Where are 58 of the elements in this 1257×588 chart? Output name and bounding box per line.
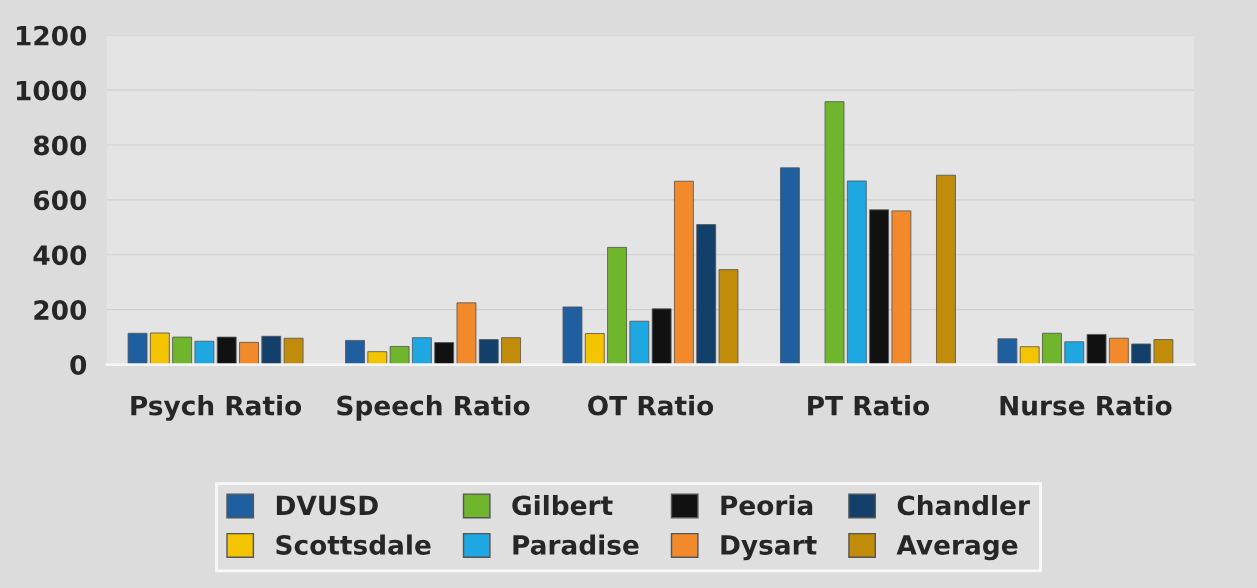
bar — [869, 209, 889, 365]
legend-label: Scottsdale — [276, 534, 431, 555]
bar — [824, 101, 845, 365]
y-tick-label: 0 — [70, 355, 87, 375]
bar — [584, 333, 605, 365]
bar — [891, 210, 912, 365]
bar — [1086, 333, 1107, 365]
legend-label: Chandler — [897, 494, 1030, 516]
bar — [239, 341, 259, 365]
bar — [172, 336, 193, 365]
bar — [456, 302, 477, 365]
y-tick-label: 800 — [33, 135, 87, 156]
bar — [1131, 343, 1152, 365]
bar — [434, 342, 455, 365]
legend-label: Paradise — [513, 534, 639, 555]
y-tick-label: 1000 — [16, 80, 87, 101]
y-tick-label: 200 — [34, 300, 87, 321]
bar — [216, 336, 237, 365]
bar — [997, 338, 1018, 365]
bar — [283, 337, 304, 365]
bar — [780, 167, 800, 365]
x-tick-label: Psych Ratio — [131, 395, 302, 421]
bar — [718, 269, 739, 365]
bar — [149, 332, 170, 365]
bar — [562, 306, 583, 365]
legend-label: DVUSD — [276, 495, 378, 516]
bar — [1108, 337, 1129, 365]
bar — [1042, 332, 1062, 365]
legend-label: Gilbert — [512, 494, 613, 516]
bar — [194, 340, 215, 365]
bar — [696, 224, 717, 365]
y-tick-label: 1200 — [16, 25, 87, 46]
y-tick-label: 400 — [33, 245, 87, 266]
x-tick-label: PT Ratio — [808, 395, 930, 416]
bar — [367, 351, 388, 365]
legend-label: Average — [896, 535, 1018, 561]
bar — [478, 339, 499, 365]
legend-label: Peoria — [721, 494, 813, 516]
bar — [607, 246, 627, 365]
bar — [1153, 339, 1174, 365]
bar — [261, 335, 282, 365]
bar — [389, 346, 410, 365]
legend-label: Dysart — [721, 535, 817, 561]
bar — [412, 337, 432, 365]
bar — [936, 174, 956, 365]
x-tick-label: Speech Ratio — [337, 395, 530, 421]
y-tick-label: 600 — [33, 190, 87, 211]
x-tick-label: Nurse Ratio — [1000, 395, 1172, 416]
bar — [345, 339, 365, 365]
bar — [127, 332, 148, 365]
bar — [501, 337, 521, 365]
bar — [846, 180, 867, 365]
bar — [629, 320, 650, 365]
bar — [1019, 346, 1040, 365]
bar — [674, 180, 694, 365]
bar — [651, 308, 672, 365]
bar — [1064, 341, 1085, 365]
x-tick-label: OT Ratio — [588, 395, 714, 416]
